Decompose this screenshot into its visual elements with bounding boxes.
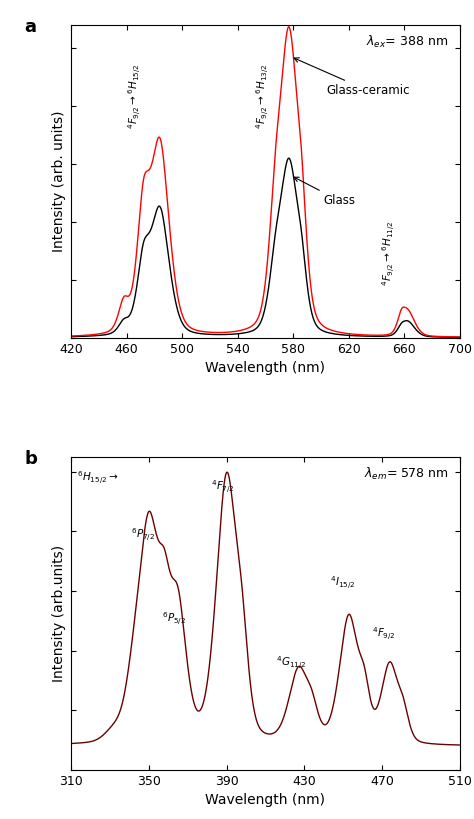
Text: $^4F_{9/2}$: $^4F_{9/2}$ [372, 625, 396, 641]
Text: $\lambda_{em}$= 578 nm: $\lambda_{em}$= 578 nm [364, 466, 448, 482]
Text: $^6H_{15/2}$$\rightarrow$: $^6H_{15/2}$$\rightarrow$ [77, 468, 118, 486]
Text: $^6P_{5/2}$: $^6P_{5/2}$ [162, 610, 186, 627]
Text: b: b [25, 450, 37, 468]
Text: Glass: Glass [294, 177, 356, 207]
Text: $^4F_{9/2}$$\rightarrow$$^6H_{11/2}$: $^4F_{9/2}$$\rightarrow$$^6H_{11/2}$ [381, 220, 397, 286]
Y-axis label: Intensity (arb.units): Intensity (arb.units) [52, 545, 65, 682]
Text: Glass-ceramic: Glass-ceramic [294, 58, 410, 97]
Text: $^4F_{9/2}$$\rightarrow$$^6H_{15/2}$: $^4F_{9/2}$$\rightarrow$$^6H_{15/2}$ [127, 63, 144, 129]
Text: $^6P_{7/2}$: $^6P_{7/2}$ [131, 527, 155, 543]
X-axis label: Wavelength (nm): Wavelength (nm) [205, 794, 326, 808]
Text: $\lambda_{ex}$= 388 nm: $\lambda_{ex}$= 388 nm [366, 34, 448, 50]
Y-axis label: Intensity (arb. units): Intensity (arb. units) [52, 111, 65, 252]
Text: $^4F_{7/2}$: $^4F_{7/2}$ [211, 478, 235, 495]
Text: $^4G_{11/2}$: $^4G_{11/2}$ [275, 654, 306, 672]
Text: $^4I_{15/2}$: $^4I_{15/2}$ [330, 574, 356, 591]
Text: $^4F_{9/2}$$\rightarrow$$^6H_{13/2}$: $^4F_{9/2}$$\rightarrow$$^6H_{13/2}$ [254, 63, 271, 129]
Text: a: a [25, 18, 36, 36]
X-axis label: Wavelength (nm): Wavelength (nm) [205, 361, 326, 375]
